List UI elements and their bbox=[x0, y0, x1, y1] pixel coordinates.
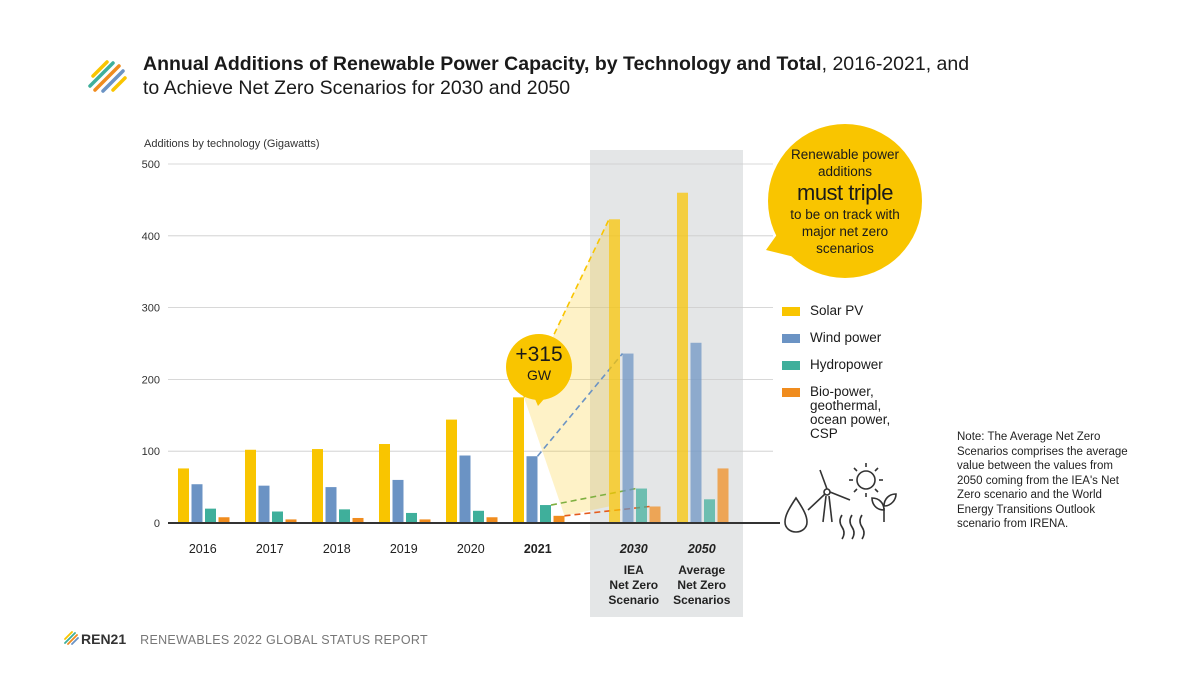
bar-solar-pv-2018 bbox=[312, 449, 323, 523]
bubble-shape bbox=[506, 334, 572, 406]
bar-hydropower-2050 bbox=[704, 499, 715, 523]
trend-line bbox=[564, 505, 650, 517]
bar-hydropower-2020 bbox=[473, 510, 484, 523]
legend-label: Solar PV bbox=[810, 303, 864, 318]
callout-line2: to be on track with major net zero scena… bbox=[790, 207, 900, 256]
bar-wind-power-2050 bbox=[690, 342, 702, 523]
x-tick-label: 2020 bbox=[457, 542, 485, 556]
x-tick-label: 2021 bbox=[524, 542, 552, 556]
chart-title-rest: , 2016-2021, and to Achieve Net Zero Sce… bbox=[143, 53, 970, 99]
bar-solar-pv-2030 bbox=[609, 219, 620, 523]
y-axis-label: Additions by technology (Gigawatts) bbox=[144, 138, 319, 150]
callout-shape bbox=[766, 124, 922, 278]
chart-title-bold: Annual Additions of Renewable Power Capa… bbox=[143, 53, 822, 75]
bar-wind-power-2019 bbox=[392, 479, 404, 523]
bar-bio-power-2030 bbox=[649, 506, 661, 523]
bar-solar-pv-2016 bbox=[178, 468, 189, 523]
x-sublabel: IEA bbox=[624, 563, 644, 577]
bar-bio-power-2019 bbox=[419, 519, 431, 523]
bar-wind-power-2020 bbox=[459, 455, 471, 523]
increase-bubble: +315 GW bbox=[506, 334, 572, 406]
bar-wind-power-2017 bbox=[258, 485, 270, 523]
bar-solar-pv-2017 bbox=[245, 449, 256, 523]
legend-item-wind: Wind power bbox=[782, 331, 922, 345]
chart-note: Note: The Average Net Zero Scenarios com… bbox=[957, 431, 1128, 530]
x-tick-label: 2030 bbox=[619, 542, 648, 556]
plant-icon bbox=[871, 493, 897, 522]
y-tick-label: 400 bbox=[142, 231, 160, 243]
bar-solar-pv-2019 bbox=[379, 444, 390, 523]
legend-swatch bbox=[782, 388, 800, 397]
geothermal-icon bbox=[839, 514, 865, 540]
x-sublabel: Net Zero bbox=[677, 578, 726, 592]
water-drop-icon bbox=[784, 496, 808, 533]
ren21-logo-icon bbox=[88, 60, 127, 93]
trend-line bbox=[536, 353, 624, 457]
x-tick-label: 2018 bbox=[323, 542, 351, 556]
bar-hydropower-2019 bbox=[406, 512, 417, 523]
bar-hydropower-2018 bbox=[339, 509, 350, 523]
legend-item-hydro: Hydropower bbox=[782, 358, 922, 372]
legend-label: Hydropower bbox=[810, 357, 883, 372]
x-sublabel: Net Zero bbox=[609, 578, 658, 592]
sun-icon bbox=[849, 463, 883, 497]
legend-item-bio: Bio-power, geothermal, ocean power, CSP bbox=[782, 385, 910, 441]
x-tick-label: 2017 bbox=[256, 542, 284, 556]
bubble-value: +315 bbox=[515, 343, 563, 366]
x-tick-label: 2016 bbox=[189, 542, 217, 556]
bar-bio-power-2050 bbox=[717, 468, 729, 523]
bar-wind-power-2016 bbox=[191, 484, 203, 523]
bar-solar-pv-2020 bbox=[446, 419, 457, 523]
x-sublabel: Scenario bbox=[608, 593, 659, 607]
bar-bio-power-2021 bbox=[553, 515, 565, 523]
ren21-footer-logo-icon bbox=[64, 631, 79, 645]
footer: REN21 RENEWABLES 2022 GLOBAL STATUS REPOR… bbox=[63, 631, 428, 647]
bar-solar-pv-2021 bbox=[513, 397, 524, 523]
bar-hydropower-2017 bbox=[272, 511, 283, 523]
x-sublabel: Scenarios bbox=[673, 593, 731, 607]
callout-line1: Renewable power additions bbox=[790, 147, 900, 179]
y-tick-label: 0 bbox=[154, 518, 160, 530]
bar-solar-pv-2050 bbox=[677, 192, 688, 523]
legend: Solar PV Wind power Hydropower Bio-power… bbox=[782, 304, 922, 454]
legend-swatch bbox=[782, 334, 800, 343]
bar-hydropower-2030 bbox=[636, 488, 647, 523]
bar-hydropower-2021 bbox=[540, 505, 551, 523]
x-sublabel: Average bbox=[678, 563, 725, 577]
bar-bio-power-2016 bbox=[218, 517, 230, 523]
bar-wind-power-2018 bbox=[325, 487, 337, 523]
chart-title: Annual Additions of Renewable Power Capa… bbox=[143, 52, 983, 100]
y-tick-label: 200 bbox=[142, 374, 160, 386]
y-tick-label: 100 bbox=[142, 446, 160, 458]
footer-brand: REN21 bbox=[81, 631, 127, 647]
bar-wind-power-2021 bbox=[526, 456, 538, 523]
bar-hydropower-2016 bbox=[205, 508, 216, 523]
legend-swatch bbox=[782, 361, 800, 370]
bar-wind-power-2030 bbox=[622, 353, 634, 523]
trend-line bbox=[550, 487, 637, 506]
x-tick-label: 2019 bbox=[390, 542, 418, 556]
x-tick-label: 2050 bbox=[687, 542, 716, 556]
legend-item-solar: Solar PV bbox=[782, 304, 922, 318]
energy-icons bbox=[784, 463, 897, 540]
bar-bio-power-2018 bbox=[352, 517, 364, 523]
y-tick-label: 500 bbox=[142, 159, 160, 171]
triple-callout: Renewable power additions must triple to… bbox=[766, 124, 922, 278]
bar-bio-power-2017 bbox=[285, 519, 297, 523]
wind-turbine-icon bbox=[807, 469, 851, 523]
callout-emphasis: must triple bbox=[797, 180, 893, 205]
legend-swatch bbox=[782, 307, 800, 316]
bubble-unit: GW bbox=[526, 367, 552, 383]
bar-bio-power-2020 bbox=[486, 517, 498, 523]
footer-report: RENEWABLES 2022 GLOBAL STATUS REPORT bbox=[140, 633, 428, 647]
legend-label: Wind power bbox=[810, 330, 882, 345]
y-tick-label: 300 bbox=[142, 303, 160, 315]
legend-label: Bio-power, geothermal, ocean power, CSP bbox=[810, 384, 891, 441]
